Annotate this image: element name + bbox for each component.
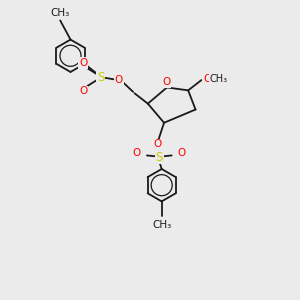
Text: O: O <box>153 139 161 149</box>
Text: CH₃: CH₃ <box>152 220 171 230</box>
Text: O: O <box>178 148 186 158</box>
Text: S: S <box>156 151 163 164</box>
Text: O: O <box>133 148 141 158</box>
Text: CH₃: CH₃ <box>210 74 228 84</box>
Text: O: O <box>79 86 87 96</box>
Text: O: O <box>162 77 170 87</box>
Text: O: O <box>115 75 123 85</box>
Text: O: O <box>79 58 87 68</box>
Text: CH₃: CH₃ <box>51 8 70 18</box>
Text: S: S <box>97 70 104 84</box>
Text: O: O <box>203 74 211 84</box>
